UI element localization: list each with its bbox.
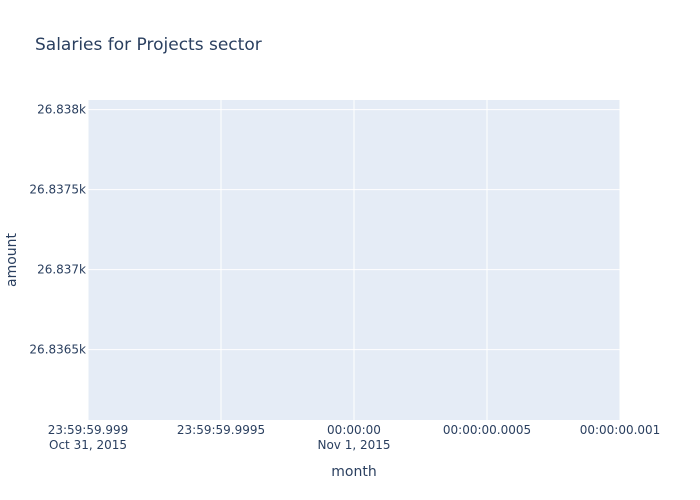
x-tick-label: 23:59:59.9995 — [177, 423, 265, 437]
x-tick-label: 23:59:59.999 — [48, 423, 129, 437]
x-tick-label: 00:00:00.0005 — [443, 423, 531, 437]
x-tick-label: 00:00:00 — [327, 423, 381, 437]
x-gridlines — [87, 100, 621, 420]
x-axis-title: month — [331, 464, 376, 480]
chart-title: Salaries for Projects sector — [35, 35, 262, 55]
x-tick-date-label: Nov 1, 2015 — [317, 438, 390, 452]
y-tick-label: 26.838k — [37, 103, 86, 117]
y-tick-labels: 26.8365k 26.837k 26.8375k 26.838k — [29, 103, 86, 357]
y-tick-label: 26.8365k — [29, 343, 86, 357]
y-tick-label: 26.8375k — [29, 183, 86, 197]
y-tick-label: 26.837k — [37, 263, 86, 277]
x-tick-label: 00:00:00.001 — [580, 423, 661, 437]
y-axis-title: amount — [4, 232, 20, 287]
x-tick-date-label: Oct 31, 2015 — [49, 438, 127, 452]
